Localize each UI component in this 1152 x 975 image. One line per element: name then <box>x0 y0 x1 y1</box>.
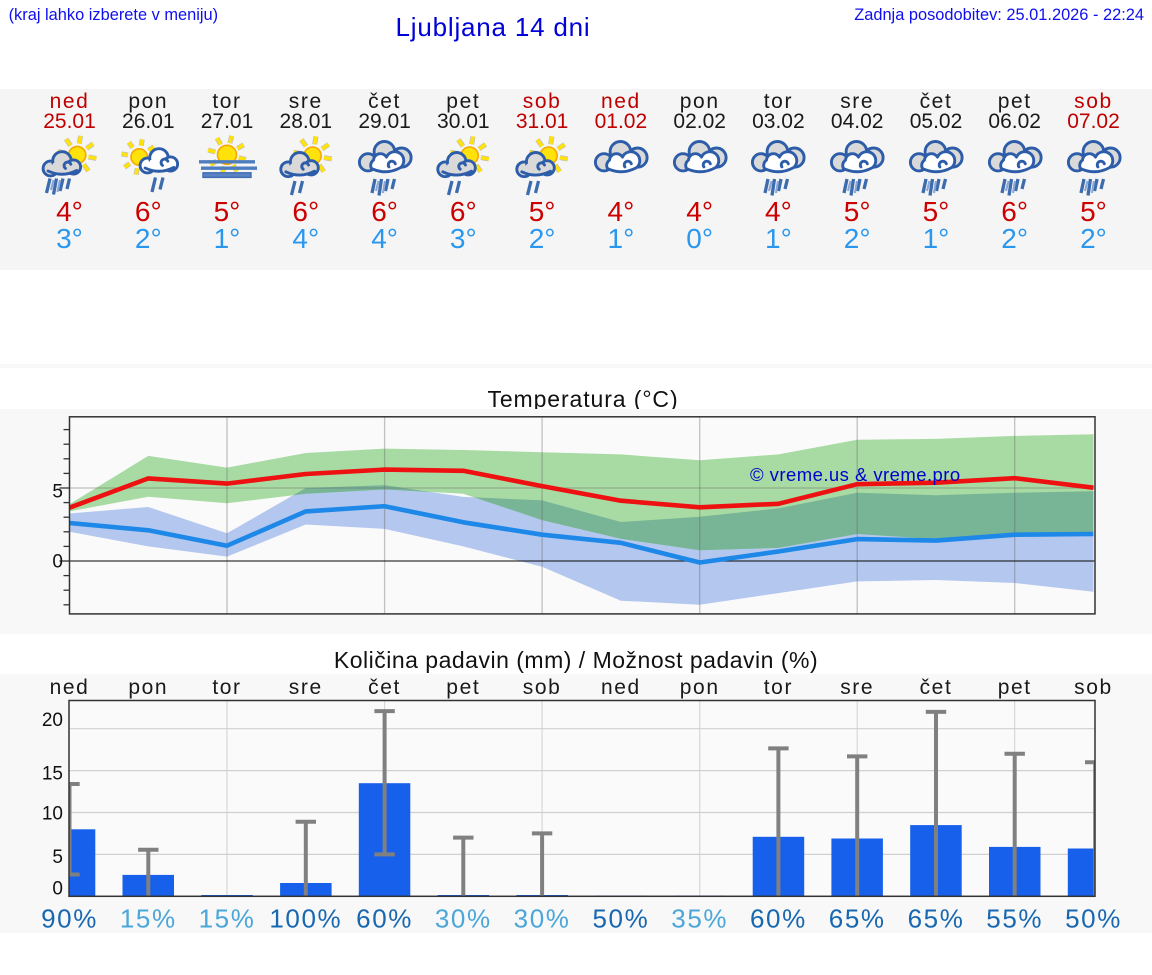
svg-text:ned: ned <box>50 675 90 698</box>
svg-text:15%: 15% <box>199 903 256 933</box>
svg-text:pon: pon <box>128 675 168 698</box>
svg-text:pet: pet <box>446 675 480 698</box>
svg-text:sob: sob <box>523 675 562 698</box>
svg-text:sre: sre <box>840 675 874 698</box>
svg-text:0: 0 <box>52 552 63 573</box>
svg-text:ned: ned <box>601 675 641 698</box>
svg-text:tor: tor <box>764 675 793 698</box>
svg-text:sob: sob <box>1074 675 1113 698</box>
svg-text:© vreme.us & vreme.pro: © vreme.us & vreme.pro <box>750 464 961 485</box>
svg-text:60%: 60% <box>356 903 413 933</box>
svg-text:55%: 55% <box>986 903 1043 933</box>
svg-text:35%: 35% <box>671 903 728 933</box>
svg-text:15: 15 <box>42 763 63 784</box>
svg-text:pet: pet <box>998 675 1032 698</box>
svg-text:10: 10 <box>42 803 63 824</box>
svg-text:čet: čet <box>920 675 953 698</box>
svg-text:20: 20 <box>42 710 63 731</box>
svg-text:sre: sre <box>289 675 323 698</box>
svg-text:50%: 50% <box>592 903 649 933</box>
svg-text:30%: 30% <box>514 903 571 933</box>
svg-text:pon: pon <box>680 675 720 698</box>
svg-text:tor: tor <box>212 675 241 698</box>
svg-text:5: 5 <box>52 847 63 868</box>
svg-text:100%: 100% <box>269 903 342 933</box>
svg-text:65%: 65% <box>829 903 886 933</box>
svg-text:0: 0 <box>52 878 63 899</box>
svg-text:90%: 90% <box>41 903 98 933</box>
svg-text:15%: 15% <box>120 903 177 933</box>
svg-text:30%: 30% <box>435 903 492 933</box>
svg-text:65%: 65% <box>908 903 965 933</box>
svg-text:60%: 60% <box>750 903 807 933</box>
svg-text:5: 5 <box>52 482 63 503</box>
svg-text:čet: čet <box>368 675 401 698</box>
svg-text:50%: 50% <box>1065 903 1122 933</box>
